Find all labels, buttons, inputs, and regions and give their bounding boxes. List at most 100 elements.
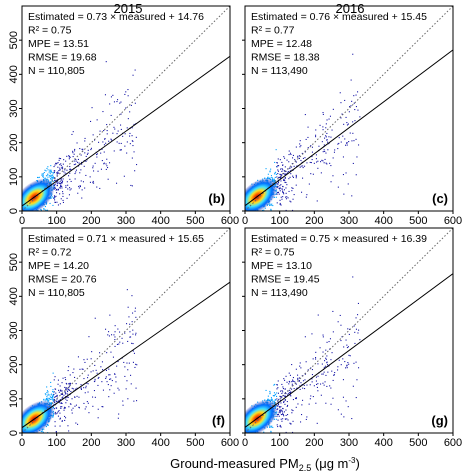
- scatter-point: [295, 175, 297, 177]
- scatter-point: [317, 390, 319, 392]
- y-tick-label: 400: [8, 65, 20, 83]
- scatter-point: [59, 203, 61, 205]
- panel-0: 0 100 200 300 400 500 600 0 100 200 300 400 500 Estim…: [8, 5, 239, 227]
- x-tick-label: 300: [340, 437, 358, 449]
- scatter-point: [328, 341, 330, 343]
- scatter-point: [116, 141, 118, 143]
- x-tick-label: 100: [47, 215, 65, 227]
- scatter-point: [122, 404, 124, 406]
- scatter-point: [101, 361, 103, 363]
- scatter-point: [55, 388, 57, 390]
- scatter-point: [61, 393, 63, 395]
- scatter-point: [289, 167, 291, 169]
- x-axis-label-main: Ground-measured PM: [170, 456, 299, 471]
- scatter-point: [322, 336, 324, 338]
- scatter-point: [316, 422, 318, 424]
- scatter-point: [47, 176, 49, 178]
- scatter-point: [279, 409, 281, 411]
- scatter-point: [119, 149, 121, 151]
- scatter-point: [299, 166, 301, 168]
- scatter-point: [130, 336, 132, 338]
- scatter-point: [288, 150, 290, 152]
- scatter-point: [298, 157, 300, 159]
- scatter-point: [120, 128, 122, 130]
- scatter-point: [286, 381, 288, 383]
- scatter-point: [273, 395, 275, 397]
- scatter-point: [74, 148, 76, 150]
- scatter-point: [55, 395, 57, 397]
- scatter-point: [79, 186, 81, 188]
- scatter-point: [68, 383, 70, 385]
- scatter-point: [324, 381, 326, 383]
- scatter-point: [280, 180, 282, 182]
- scatter-point: [295, 174, 297, 176]
- scatter-point: [276, 404, 278, 406]
- scatter-point: [85, 174, 87, 176]
- scatter-point: [284, 176, 286, 178]
- scatter-point: [302, 399, 304, 401]
- scatter-point: [280, 176, 282, 178]
- scatter-point: [277, 380, 279, 382]
- scatter-point: [315, 380, 317, 382]
- scatter-point: [57, 171, 59, 173]
- scatter-point: [125, 388, 127, 390]
- scatter-point: [340, 117, 342, 119]
- scatter-point: [276, 193, 278, 195]
- scatter-point: [129, 111, 131, 113]
- scatter-point: [313, 162, 315, 164]
- scatter-point: [280, 390, 282, 392]
- scatter-point: [61, 182, 63, 184]
- scatter-point: [306, 162, 308, 164]
- scatter-point: [279, 407, 281, 409]
- scatter-point: [65, 417, 67, 419]
- scatter-point: [126, 289, 128, 291]
- scatter-point: [126, 323, 128, 325]
- scatter-point: [56, 395, 58, 397]
- scatter-point: [321, 159, 323, 161]
- scatter-point: [46, 392, 48, 394]
- scatter-point: [301, 152, 303, 154]
- scatter-point: [81, 197, 83, 199]
- scatter-point: [60, 184, 62, 186]
- scatter-point: [105, 163, 107, 165]
- scatter-point: [289, 389, 291, 391]
- scatter-point: [44, 177, 46, 179]
- scatter-point: [275, 399, 277, 401]
- scatter-point: [43, 208, 45, 210]
- scatter-point: [94, 162, 96, 164]
- scatter-point: [322, 113, 324, 115]
- scatter-point: [265, 168, 267, 170]
- scatter-point: [311, 381, 313, 383]
- scatter-point: [325, 365, 327, 367]
- scatter-point: [69, 156, 71, 158]
- scatter-point: [57, 166, 59, 168]
- scatter-point: [40, 209, 42, 211]
- scatter-point: [354, 109, 356, 111]
- scatter-point: [52, 397, 54, 399]
- scatter-point: [283, 411, 285, 413]
- stats-line: RMSE = 20.76: [28, 274, 97, 286]
- scatter-point: [132, 361, 134, 363]
- scatter-point: [285, 196, 287, 198]
- scatter-point: [284, 399, 286, 401]
- scatter-point: [48, 171, 50, 173]
- scatter-point: [351, 140, 353, 142]
- scatter-point: [65, 387, 67, 389]
- scatter-point: [71, 387, 73, 389]
- scatter-point: [317, 383, 319, 385]
- scatter-point: [284, 395, 286, 397]
- scatter-point: [95, 369, 97, 371]
- scatter-point: [84, 140, 86, 142]
- scatter-point: [118, 389, 120, 391]
- scatter-point: [307, 147, 309, 149]
- scatter-point: [100, 152, 102, 154]
- scatter-point: [352, 53, 354, 55]
- scatter-point: [120, 142, 122, 144]
- scatter-point: [276, 173, 278, 175]
- panel-label: (g): [431, 413, 448, 428]
- scatter-point: [57, 204, 59, 206]
- scatter-point: [347, 183, 349, 185]
- scatter-point: [326, 139, 328, 141]
- scatter-point: [288, 392, 290, 394]
